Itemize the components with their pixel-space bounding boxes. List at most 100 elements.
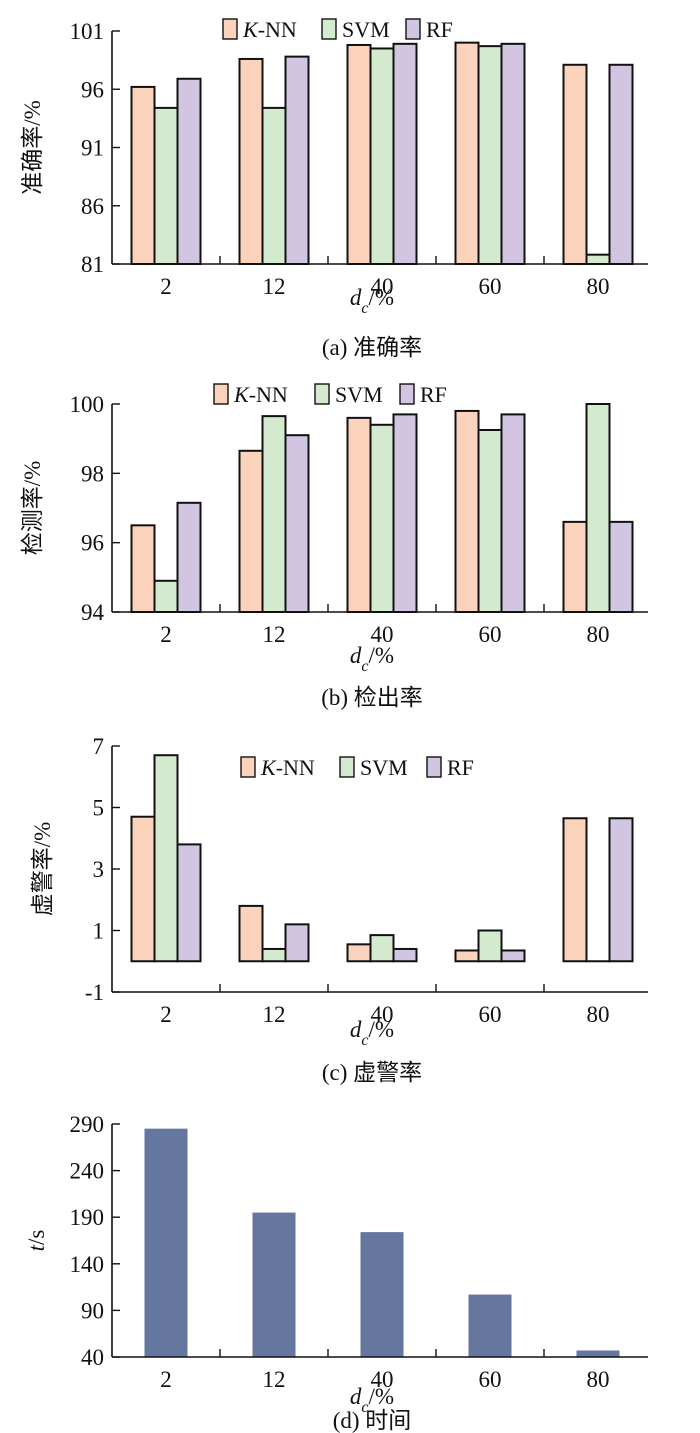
legend-swatch-rf [405,18,421,40]
x-tick-label: 40 [371,1002,394,1027]
y-tick-label: 40 [81,1345,104,1370]
x-tick-label: 40 [371,274,394,299]
bar-svm-60 [477,45,503,265]
bar-knn-60 [454,409,480,613]
x-tick-label: 2 [160,622,172,647]
x-tick-label: 2 [160,274,172,299]
x-tick-label: 2 [160,1367,172,1392]
y-tick-label: -1 [85,980,104,1005]
y-tick-label: 96 [81,531,104,556]
x-tick-label: 80 [587,1002,610,1027]
x-tick-label: 80 [587,622,610,647]
bar-svm-12 [261,947,287,963]
x-tick-label: 12 [263,274,286,299]
y-tick-label: 5 [93,796,105,821]
legend-swatch-svm [314,383,330,405]
bar-rf-2 [176,501,202,613]
bar-svm-60 [477,429,503,613]
y-tick-label: 190 [70,1205,105,1230]
y-tick-label: 96 [81,77,104,102]
bar-knn-80 [562,817,588,963]
chart-panel-d: 40 90 140 190 240 290 2 12 40 60 80 dc/% t/s (d) 时间 [24,1112,648,1433]
bar-svm-2 [153,579,179,613]
y-tick-label: 1 [93,919,105,944]
y-axis-label: 准确率/% [20,100,45,195]
legend-swatch-rf [426,756,442,778]
chart-caption: (b) 检出率 [321,685,423,710]
bar-rf-12 [284,434,310,614]
bar-rf-2 [176,77,202,265]
bar-svm-40 [369,934,395,963]
bar-rf-60 [500,949,526,963]
bar-rf-40 [392,413,418,613]
bar-rf-60 [500,413,526,613]
bar-rf-80 [608,63,634,265]
y-tick-label: 240 [70,1159,105,1184]
x-tick-label: 12 [263,1367,286,1392]
chart-caption: (a) 准确率 [322,335,422,360]
bar-rf-12 [284,55,310,265]
y-tick-label: 290 [70,1112,105,1137]
bar-knn-40 [346,943,372,963]
bar-svm-80 [585,253,611,265]
legend-label: K-NN [233,382,288,407]
y-axis-label: 检测率/% [20,461,45,556]
bar-svm-80 [585,403,611,613]
legend: K-NN SVM RF [222,17,453,42]
y-tick-label: 140 [70,1252,105,1277]
legend-swatch-knn [222,18,238,40]
x-tick-label: 2 [160,1002,172,1027]
x-tick-label: 12 [263,622,286,647]
legend-label: RF [447,755,474,780]
chart-panel-a: 81 86 91 96 101 2 12 40 60 80 dc/% 准确率/% (a) 准确率 K-NN… [20,17,648,360]
bar-knn-80 [562,520,588,613]
x-tick-label: 60 [479,274,502,299]
chart-panel-b: 94 96 98 100 2 12 40 60 80 dc/% 检测率/% (b) 检出率 K-NN SV… [20,382,648,710]
legend-label: SVM [342,17,390,42]
x-tick-label: 60 [479,622,502,647]
y-tick-label: 101 [70,19,105,44]
bar-rf-40 [392,947,418,963]
bar-rf-80 [608,817,634,963]
y-axis-label: t/s [24,1230,49,1252]
bar-svm-12 [261,415,287,613]
y-tick-label: 100 [70,392,105,417]
bar-knn-60 [454,41,480,266]
bar-rf-2 [176,843,202,963]
bar-knn-80 [562,63,588,265]
bar-svm-60 [477,929,503,963]
y-tick-label: 98 [81,461,104,486]
x-tick-label: 40 [371,622,394,647]
bar-svm-40 [369,47,395,265]
y-tick-label: 94 [81,600,105,625]
bar-svm-40 [369,423,395,613]
x-axis-label: dc/% [350,643,394,675]
x-tick-label: 40 [371,1367,394,1392]
legend-swatch-rf [399,383,415,405]
legend-label: SVM [335,382,383,407]
bar-knn-12 [238,904,264,963]
x-tick-label: 60 [479,1002,502,1027]
y-tick-label: 86 [81,194,104,219]
bar-knn-12 [238,57,264,265]
y-tick-label: 7 [93,734,105,759]
legend-label: SVM [360,755,408,780]
y-tick-label: 91 [81,136,104,161]
bar-svm-12 [261,106,287,265]
bar-knn-2 [130,524,156,613]
legend-label: RF [426,17,453,42]
legend: K-NN SVM RF [240,755,474,780]
legend: K-NN SVM RF [213,382,447,407]
bar-time-80 [576,1350,620,1357]
bar-time-60 [468,1294,512,1357]
legend-swatch-knn [213,383,229,405]
bar-svm-2 [153,754,179,963]
y-tick-label: 90 [81,1298,104,1323]
bar-knn-2 [130,815,156,963]
legend-label: K-NN [260,755,315,780]
bar-knn-40 [346,43,372,266]
bar-knn-12 [238,449,264,613]
x-axis-label: dc/% [350,1017,394,1049]
bar-svm-2 [153,106,179,265]
bar-rf-40 [392,42,418,265]
